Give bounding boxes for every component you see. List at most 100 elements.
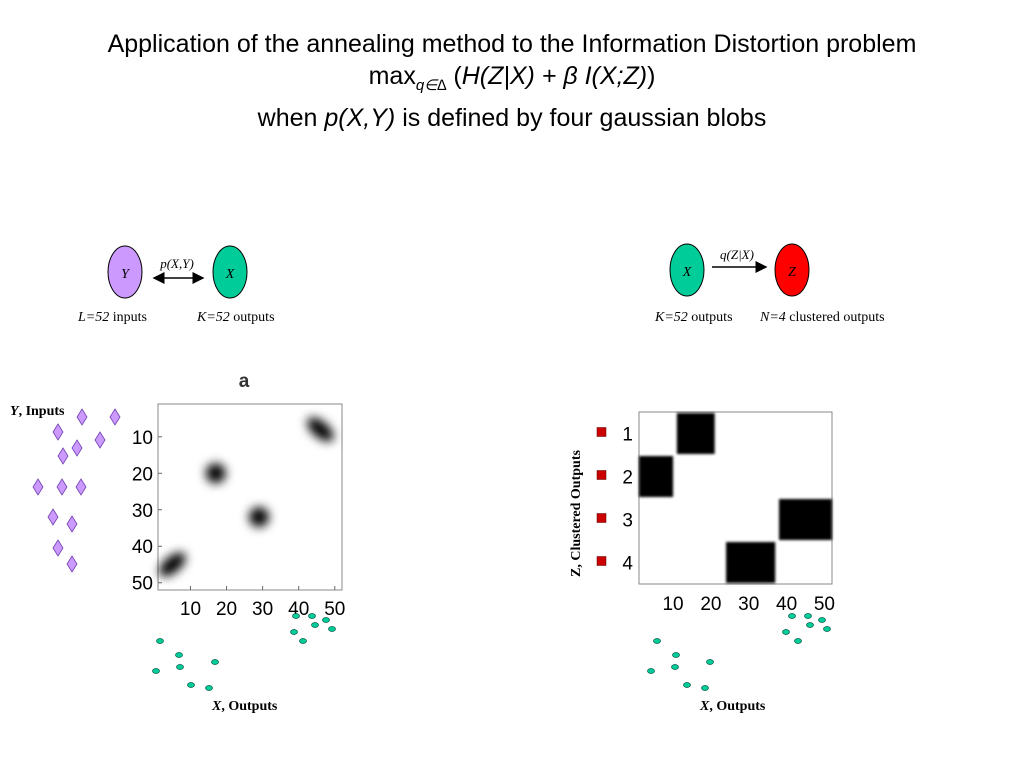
left-y-axis-label: Y, Inputs: [10, 404, 64, 420]
formula-entropy: H(Z|X) +: [461, 62, 564, 90]
arrow-label-qzx: q(Z|X): [720, 247, 754, 262]
output-dot: [782, 629, 790, 635]
input-diamond: [52, 539, 64, 557]
cluster-square-2: [596, 470, 607, 480]
left-x-axis-label: X, Outputs: [212, 699, 277, 715]
cluster-squares: [596, 427, 607, 566]
output-dots-right: [647, 613, 831, 691]
caption-k-text: outputs: [229, 310, 275, 325]
caption-l-var: L=52: [78, 310, 110, 325]
output-dot: [187, 682, 195, 688]
node-x-label: X: [225, 267, 235, 282]
right-x-tick: 20: [700, 594, 721, 615]
input-diamond: [56, 478, 68, 496]
node-y-label: Y: [121, 267, 131, 282]
slide-title: Application of the annealing method to t…: [0, 28, 1024, 134]
node-x-label-right: X: [682, 265, 692, 280]
output-dot: [653, 638, 661, 644]
output-dot: [683, 682, 691, 688]
right-y-axis-label: Z, Clustered Outputs: [569, 450, 584, 577]
title-line3-rest: is defined by four gaussian blobs: [395, 104, 767, 132]
left-y-tick: 40: [132, 537, 153, 558]
panel-label-a: a: [239, 371, 250, 392]
input-diamond: [75, 478, 87, 496]
input-diamond: [71, 439, 83, 457]
caption-n-text: clustered outputs: [785, 310, 885, 325]
right-y-tick: 4: [622, 554, 633, 575]
caption-n-var: N=4: [760, 310, 786, 325]
left-x-label-var: X: [212, 699, 222, 714]
caption-outputs-left: K=52 outputs: [197, 310, 275, 326]
left-y-label-var: Y: [10, 404, 19, 419]
title-line3-pxy: p(X,Y): [324, 104, 396, 132]
formula-mutual-info: I(X;Z): [577, 62, 648, 90]
output-dot: [672, 652, 680, 658]
title-line-3: when p(X,Y) is defined by four gaussian …: [0, 102, 1024, 134]
cluster-block-1: [676, 413, 715, 454]
node-x-ellipse-right: [669, 243, 705, 297]
formula-beta: β: [563, 62, 578, 90]
right-x-tick: 30: [738, 594, 759, 615]
right-x-label-var: X: [700, 699, 710, 714]
node-z-ellipse: [774, 243, 810, 297]
output-dot: [794, 638, 802, 644]
output-dot: [175, 652, 183, 658]
output-dot: [804, 613, 812, 619]
formula-max: max: [368, 62, 416, 90]
cluster-square-4: [596, 556, 607, 566]
caption-outputs-right: K=52 outputs: [655, 310, 733, 326]
blob-2: [205, 463, 226, 484]
title-line3-when: when: [257, 104, 325, 132]
right-y-tick: 1: [622, 425, 633, 446]
input-diamond: [32, 478, 44, 496]
input-diamond: [66, 515, 78, 533]
formula-max-subscript: q∈∆: [415, 77, 447, 94]
output-dot: [176, 664, 184, 670]
input-diamond: [66, 555, 78, 573]
title-line-1: Application of the annealing method to t…: [107, 30, 917, 58]
node-x-ellipse: [212, 245, 248, 299]
cluster-square-3: [596, 513, 607, 523]
output-dot: [806, 622, 814, 628]
output-dot: [290, 629, 298, 635]
left-heatmap-frame: [157, 403, 343, 591]
formula-open-paren: (: [446, 62, 462, 90]
output-dot: [706, 659, 714, 665]
right-y-tick: 2: [622, 468, 633, 489]
input-diamond: [52, 423, 64, 441]
caption-k-text-right: outputs: [687, 310, 733, 325]
output-dot: [292, 613, 300, 619]
output-dot: [299, 638, 307, 644]
caption-k-var: K=52: [197, 310, 230, 325]
output-dot: [671, 664, 679, 670]
cluster-block-4: [726, 542, 776, 583]
right-x-label-text: , Outputs: [709, 699, 766, 714]
node-y-ellipse: [107, 245, 143, 299]
output-dot: [152, 668, 160, 674]
input-diamonds: [32, 408, 121, 573]
cluster-square-1: [596, 427, 607, 437]
input-diamond: [109, 408, 121, 426]
output-dot: [788, 613, 796, 619]
output-dot: [818, 617, 826, 623]
blob-4: [159, 552, 186, 577]
output-dot: [308, 613, 316, 619]
left-y-tick: 50: [132, 574, 153, 595]
caption-k-var-right: K=52: [655, 310, 688, 325]
caption-clustered: N=4 clustered outputs: [760, 310, 885, 326]
output-dot: [211, 659, 219, 665]
output-dot: [205, 685, 213, 691]
left-y-tick: 10: [132, 428, 153, 449]
input-diamond: [57, 447, 69, 465]
arrow-label-pxy: p(X,Y): [159, 256, 194, 271]
left-x-tick: 50: [324, 599, 345, 620]
title-formula: maxq∈∆ (H(Z|X) + β I(X;Z)): [0, 60, 1024, 102]
input-diamond: [94, 431, 106, 449]
left-y-tick: 30: [132, 501, 153, 522]
left-x-label-text: , Outputs: [221, 699, 278, 714]
blob-1: [307, 417, 334, 442]
left-x-tick: 10: [180, 599, 201, 620]
output-dot: [328, 626, 336, 632]
